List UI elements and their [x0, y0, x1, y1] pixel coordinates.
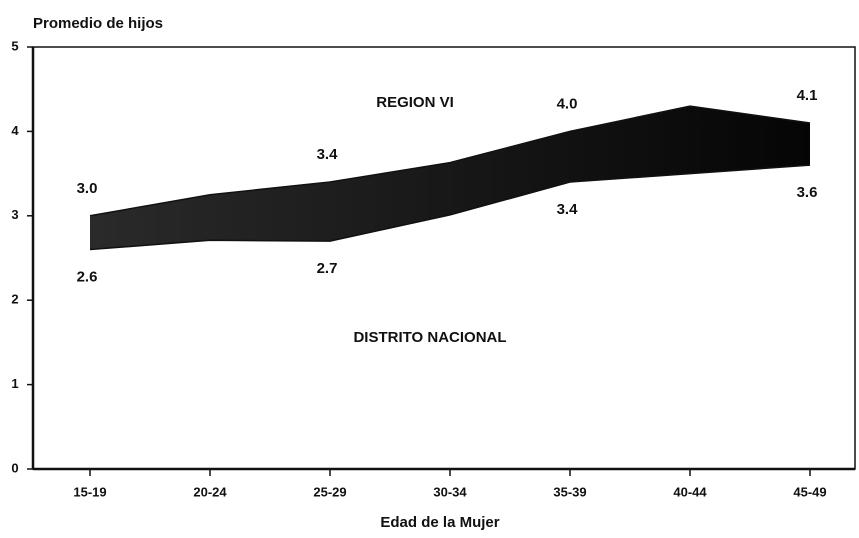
data-label: 3.4	[317, 146, 339, 163]
series-label: DISTRITO NACIONAL	[353, 329, 506, 346]
data-label: 3.6	[797, 184, 818, 201]
y-tick-label: 4	[11, 123, 19, 138]
data-label: 4.0	[557, 95, 578, 112]
x-tick-label: 30-34	[433, 484, 467, 499]
y-tick-label: 2	[11, 292, 18, 307]
y-tick-label: 3	[11, 207, 18, 222]
x-tick-label: 25-29	[313, 484, 346, 499]
y-tick-label: 1	[11, 376, 18, 391]
data-label: 2.6	[77, 269, 98, 286]
x-tick-label: 20-24	[193, 484, 227, 499]
x-tick-label: 15-19	[73, 484, 106, 499]
data-label: 4.1	[797, 87, 818, 104]
series-label: REGION VI	[376, 94, 454, 111]
x-tick-label: 40-44	[673, 484, 707, 499]
series-edge	[89, 164, 811, 251]
y-tick-label: 0	[11, 460, 18, 475]
y-tick-label: 5	[11, 38, 18, 53]
x-tick-label: 45-49	[793, 484, 826, 499]
data-label: 3.4	[557, 201, 579, 218]
x-tick-label: 35-39	[553, 484, 586, 499]
band-fill	[90, 106, 810, 250]
x-axis-title: Edad de la Mujer	[380, 514, 499, 531]
data-label: 2.7	[317, 260, 338, 277]
data-label: 3.0	[77, 180, 98, 197]
series-edge	[89, 105, 811, 217]
chart-title: Promedio de hijos	[33, 15, 163, 32]
